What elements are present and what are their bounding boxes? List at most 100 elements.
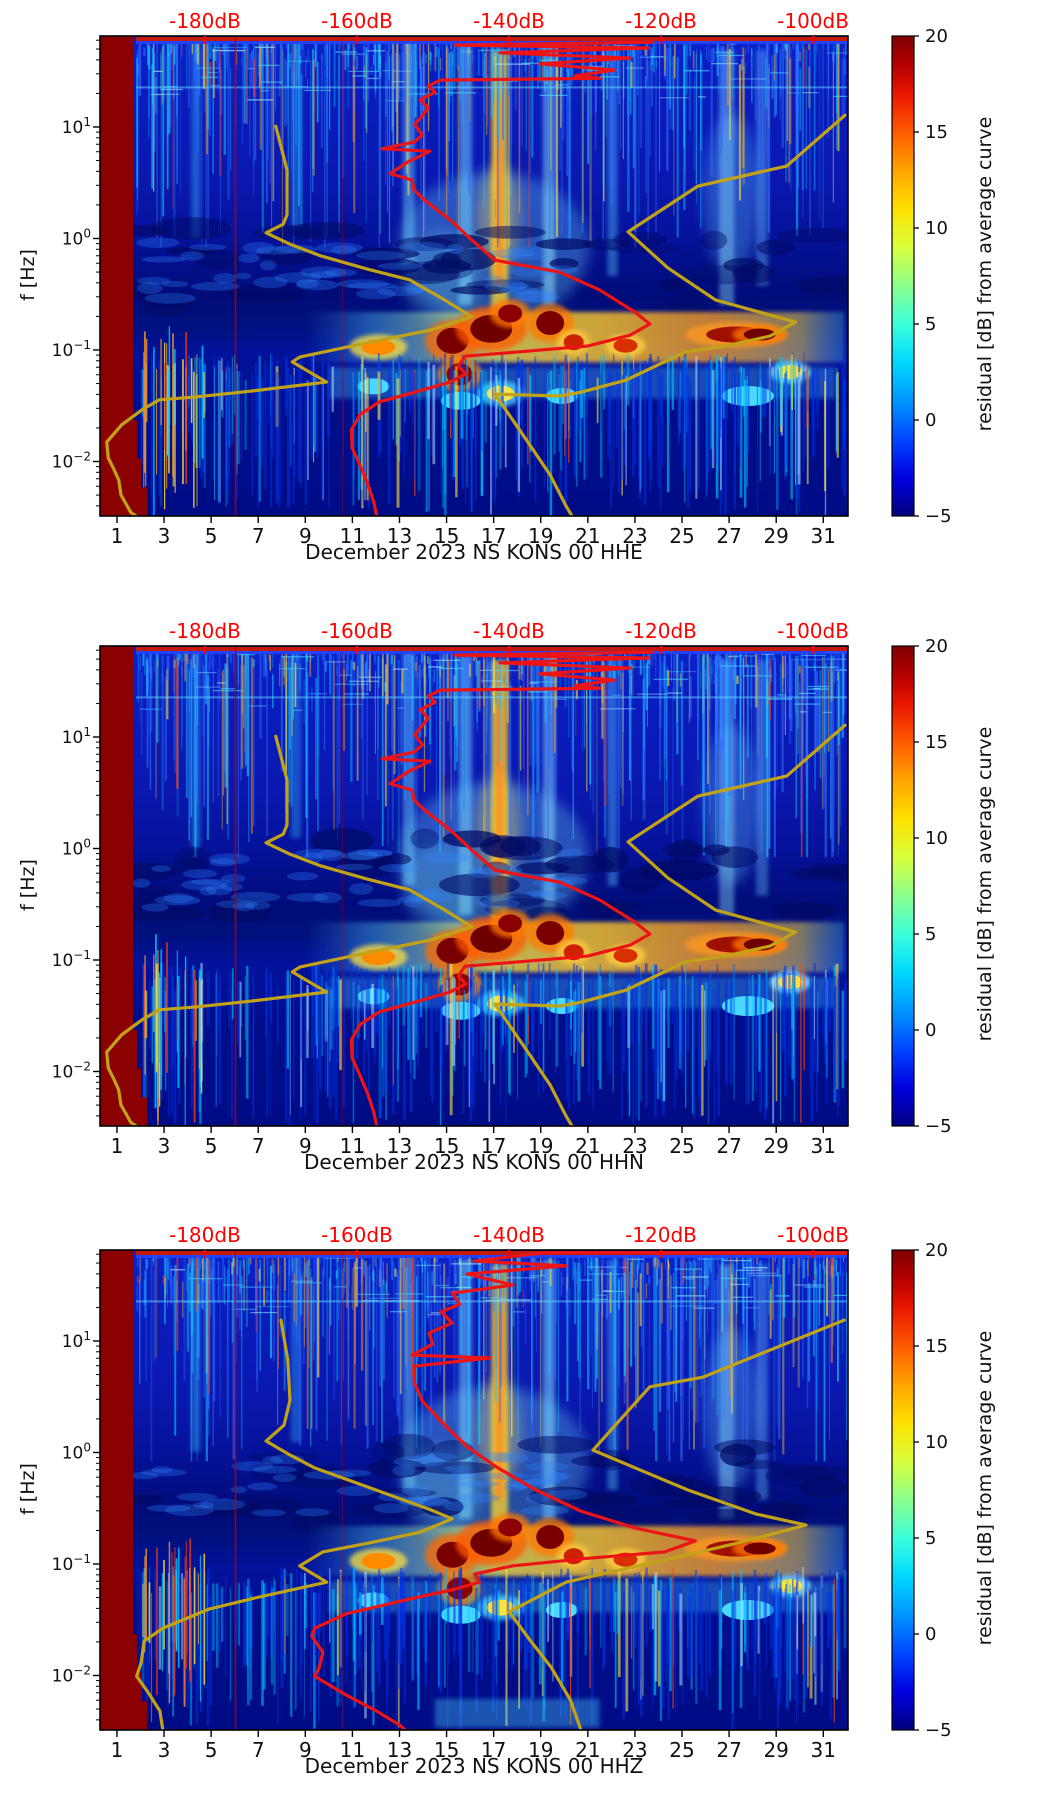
x-tick-label: 31 <box>811 524 836 548</box>
noise-model-curve-low <box>105 734 474 1126</box>
x-ticks: 1 3 5 7 9 11 13 15 17 19 21 23 25 27 29 31 <box>111 1730 836 1762</box>
x-tick-label: 31 <box>811 1134 836 1158</box>
x-tick-label: 9 <box>299 1738 312 1762</box>
top-db-axis: -180dB -160dB -140dB -120dB -100dB <box>169 619 849 654</box>
y-tick-label: 10−1 <box>52 1552 91 1575</box>
y-tick-label: 10−2 <box>52 449 91 472</box>
top-db-tick-label: -180dB <box>169 619 241 643</box>
x-tick-label: 17 <box>481 1134 506 1158</box>
top-db-tick-label: -140dB <box>473 619 545 643</box>
panel-hhz: 1 3 5 7 9 11 13 15 17 19 21 23 25 27 29 31 101 100 10−1 10−… <box>0 1214 1052 1810</box>
colorbar-tick-label: 15 <box>925 732 948 753</box>
x-tick-label: 11 <box>340 1134 365 1158</box>
x-tick-label: 31 <box>811 1738 836 1762</box>
top-db-tick-label: -140dB <box>473 9 545 33</box>
plot-area <box>100 1250 848 1730</box>
data-gap-line <box>234 1250 237 1730</box>
x-tick-label: 23 <box>622 1738 647 1762</box>
top-db-tick-label: -160dB <box>321 1223 393 1247</box>
colorbar-tick-label: 15 <box>925 1336 948 1357</box>
x-tick-label: 19 <box>528 1134 553 1158</box>
data-gap-line <box>341 36 343 516</box>
colorbar: 20 15 10 5 0 −5 <box>891 26 952 527</box>
x-tick-label: 1 <box>111 1738 124 1762</box>
x-tick-label: 25 <box>669 524 694 548</box>
x-tick-label: 3 <box>158 524 171 548</box>
plot-area <box>100 36 848 516</box>
colorbar-tick-label: 10 <box>925 828 948 849</box>
average-psd-curve <box>310 1251 848 1730</box>
colorbar: 20 15 10 5 0 −5 <box>891 636 952 1137</box>
y-tick-label: 10−2 <box>52 1059 91 1082</box>
colorbar-label: residual [dB] from average curve <box>974 726 996 1042</box>
top-db-tick-label: -100dB <box>777 9 849 33</box>
x-tick-label: 19 <box>528 524 553 548</box>
y-ticks: 101 100 10−1 10−2 <box>52 649 100 1117</box>
x-tick-label: 13 <box>387 1738 412 1762</box>
x-tick-label: 7 <box>252 1738 265 1762</box>
colorbar-tick-label: 20 <box>925 636 948 657</box>
x-tick-label: 5 <box>205 524 218 548</box>
top-db-tick-label: -160dB <box>321 619 393 643</box>
x-tick-label: 27 <box>716 1738 741 1762</box>
x-tick-label: 29 <box>763 1134 788 1158</box>
average-psd-curve <box>349 40 654 516</box>
x-tick-label: 13 <box>387 1134 412 1158</box>
colorbar-tick-label: −5 <box>925 506 952 527</box>
noise-model-curve-high <box>507 1318 846 1730</box>
y-tick-label: 10−1 <box>52 338 91 361</box>
colorbar-label: residual [dB] from average curve <box>974 1330 996 1646</box>
plot-area <box>100 646 848 1126</box>
panel-hhe: 1 3 5 7 9 11 13 15 17 19 21 23 25 27 29 31 101 100 10−1 10−… <box>0 0 1052 596</box>
top-db-tick-label: -180dB <box>169 9 241 33</box>
x-tick-label: 15 <box>434 1134 459 1158</box>
y-ticks: 101 100 10−1 10−2 <box>52 39 100 507</box>
y-axis-label: f [Hz] <box>17 1463 39 1515</box>
x-tick-label: 9 <box>299 524 312 548</box>
missing-data-band <box>100 646 147 1126</box>
x-tick-label: 21 <box>575 1738 600 1762</box>
axes: 1 3 5 7 9 11 13 15 17 19 21 23 25 27 29 3110110010−110−… <box>52 619 849 1158</box>
colorbar-tick-label: 10 <box>925 218 948 239</box>
top-db-axis: -180dB -160dB -140dB -120dB -100dB <box>169 1223 849 1258</box>
colorbar-tick-label: 5 <box>925 924 936 945</box>
x-tick-label: 1 <box>111 1134 124 1158</box>
missing-data-band <box>100 36 147 516</box>
top-db-tick-label: -140dB <box>473 1223 545 1247</box>
colorbar-tick-label: −5 <box>925 1116 952 1137</box>
y-tick-label: 101 <box>62 1329 91 1352</box>
data-gap-line <box>234 646 237 1126</box>
top-db-tick-label: -120dB <box>625 619 697 643</box>
top-db-tick-label: -120dB <box>625 9 697 33</box>
x-tick-label: 17 <box>481 1738 506 1762</box>
y-axis-label: f [Hz] <box>17 249 39 301</box>
y-axis-label: f [Hz] <box>17 859 39 911</box>
axes: 1 3 5 7 9 11 13 15 17 19 21 23 25 27 29 3110110010−110−… <box>52 1223 849 1762</box>
top-db-tick-label: -100dB <box>777 1223 849 1247</box>
x-tick-label: 5 <box>205 1738 218 1762</box>
x-tick-label: 27 <box>716 524 741 548</box>
colorbar-tick-label: −5 <box>925 1720 952 1741</box>
x-axis-label: December 2023 NS KONS 00 HHN <box>304 1150 644 1174</box>
data-gap-line <box>341 1250 343 1730</box>
spectrogram-plot-hhn: 1 3 5 7 9 11 13 15 17 19 21 23 25 27 29 3110110010−110−… <box>52 619 952 1158</box>
colorbar-tick-label: 5 <box>925 314 936 335</box>
colorbar-tick-label: 0 <box>925 1624 936 1645</box>
x-tick-label: 29 <box>763 1738 788 1762</box>
x-tick-label: 3 <box>158 1738 171 1762</box>
x-tick-label: 27 <box>716 1134 741 1158</box>
y-tick-label: 100 <box>62 1440 91 1463</box>
colorbar-tick-label: 20 <box>925 26 948 47</box>
noise-model-curve-high <box>493 113 847 516</box>
x-tick-label: 19 <box>528 1738 553 1762</box>
average-psd-curve <box>349 650 654 1126</box>
x-axis-label: December 2023 NS KONS 00 HHZ <box>304 1754 644 1778</box>
y-tick-label: 101 <box>62 115 91 138</box>
colorbar-tick-label: 0 <box>925 410 936 431</box>
top-db-tick-label: -180dB <box>169 1223 241 1247</box>
x-tick-label: 15 <box>434 1738 459 1762</box>
x-tick-label: 7 <box>252 1134 265 1158</box>
noise-model-curve-low <box>105 124 474 516</box>
x-tick-label: 21 <box>575 1134 600 1158</box>
